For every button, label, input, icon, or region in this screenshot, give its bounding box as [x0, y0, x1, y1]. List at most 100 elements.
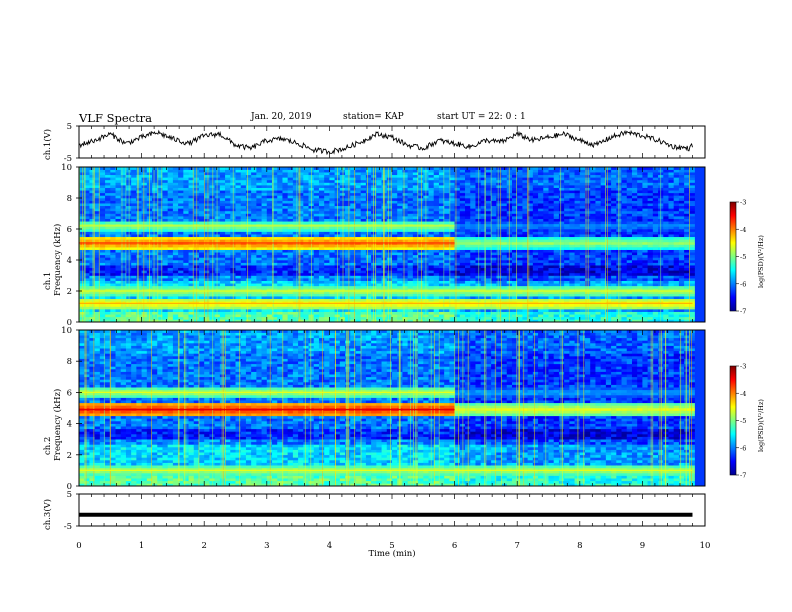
spec1-cell [433, 174, 440, 178]
spec1-cell [266, 303, 273, 307]
spec1-cell [392, 316, 398, 320]
spec1-cell [449, 226, 455, 230]
spec1-cell [397, 285, 403, 289]
spec1-cell [120, 303, 127, 307]
spec1-cell [162, 275, 168, 279]
spec1-cell [470, 195, 476, 199]
spec1-cell [454, 247, 461, 250]
spec1-cell [491, 262, 497, 266]
spec1-cell [402, 314, 408, 318]
spec1-cell [245, 195, 252, 199]
spec1-cell [115, 234, 122, 238]
spec1-cell [219, 213, 226, 217]
spec1-cell [459, 221, 466, 225]
spec1-cell [501, 182, 508, 186]
spec1-cell [485, 254, 492, 258]
spec1-cell [407, 319, 414, 323]
spec1-cell [178, 226, 184, 230]
spec1-cell [105, 283, 111, 287]
spec1-cell [392, 190, 398, 194]
spec1-cell [402, 309, 408, 312]
spec1-cell [277, 195, 283, 199]
spec1-cell [235, 311, 242, 315]
spec1-cell [266, 167, 273, 170]
spec1-cell [287, 319, 294, 323]
spec1-cell [219, 265, 226, 269]
spec1-cell [157, 275, 163, 279]
spec1-cell [251, 285, 257, 289]
spec1-cell [79, 216, 85, 219]
spec1-cell [183, 185, 189, 188]
spec1-cell [204, 252, 210, 256]
spec1-cell [110, 293, 116, 297]
spec1-cell [392, 301, 398, 305]
spec1-cell [444, 311, 450, 315]
spec1-cell [485, 231, 492, 235]
spec1-cell [178, 291, 184, 294]
spec1-cell [172, 221, 179, 225]
spec1-cell [131, 262, 137, 266]
spec1-cell [183, 262, 189, 266]
spec1-cell [167, 278, 174, 281]
spec1-cell [303, 213, 309, 217]
spec1-cell [178, 218, 184, 222]
spec1-cell [261, 319, 268, 323]
spec1-cell [496, 221, 502, 225]
spec1-cell [120, 223, 127, 227]
spec1-cell [136, 278, 142, 281]
spec1-cell [89, 265, 95, 269]
spec1-cell [89, 200, 95, 204]
spec1-cell [407, 203, 414, 207]
spec1-cell [188, 236, 195, 240]
spec1-cell [79, 306, 85, 310]
spec1-cell [501, 270, 508, 274]
spec1-cell [266, 293, 273, 297]
spec1-cell [282, 223, 288, 227]
spec1-cell [298, 234, 304, 238]
spec1-cell [131, 275, 137, 279]
spec1-cell [345, 291, 351, 294]
spec1-cell [465, 213, 471, 217]
spec1-cell [428, 254, 435, 258]
spec1-cell [235, 278, 242, 281]
spec1-cell [376, 280, 382, 284]
spec1-cell [412, 203, 419, 207]
spec1-cell [470, 280, 476, 284]
spec1-cell [94, 301, 101, 305]
spec1-cell [209, 306, 215, 310]
spec1-cell [428, 244, 435, 248]
spec1-cell [188, 267, 195, 271]
spec1-cell [141, 236, 148, 240]
spec1-cell [261, 236, 268, 240]
spec1-cell [371, 306, 377, 310]
spec1-cell [339, 285, 346, 289]
spec1-cell [459, 254, 466, 258]
spec1-cell [235, 203, 242, 207]
spec1-cell [261, 234, 268, 238]
spec1-cell [407, 218, 414, 222]
spec1-cell [371, 195, 377, 199]
spec1-cell [444, 316, 450, 320]
spec1-cell [79, 223, 85, 227]
spec1-cell [491, 278, 497, 281]
spec1-cell [465, 208, 471, 212]
spec1-cell [444, 213, 450, 217]
spec1-cell [449, 205, 455, 209]
spec1-cell [501, 185, 508, 188]
spec1-cell [99, 278, 106, 281]
spec1-cell [99, 200, 106, 204]
spec1-cell [209, 309, 215, 312]
spec1-cell [298, 205, 304, 209]
spec1-cell [152, 221, 158, 225]
spec1-cell [496, 293, 502, 297]
spec1-cell [84, 316, 90, 320]
spec1-cell [392, 247, 398, 250]
spec1-cell [412, 303, 419, 307]
spec1-cell [438, 185, 445, 188]
spec1-cell [167, 267, 174, 271]
spec1-cell [392, 275, 398, 279]
spec1-cell [225, 216, 231, 219]
spec1-cell [115, 218, 122, 222]
spec1-cell [131, 252, 137, 256]
spec1-cell [110, 218, 116, 222]
